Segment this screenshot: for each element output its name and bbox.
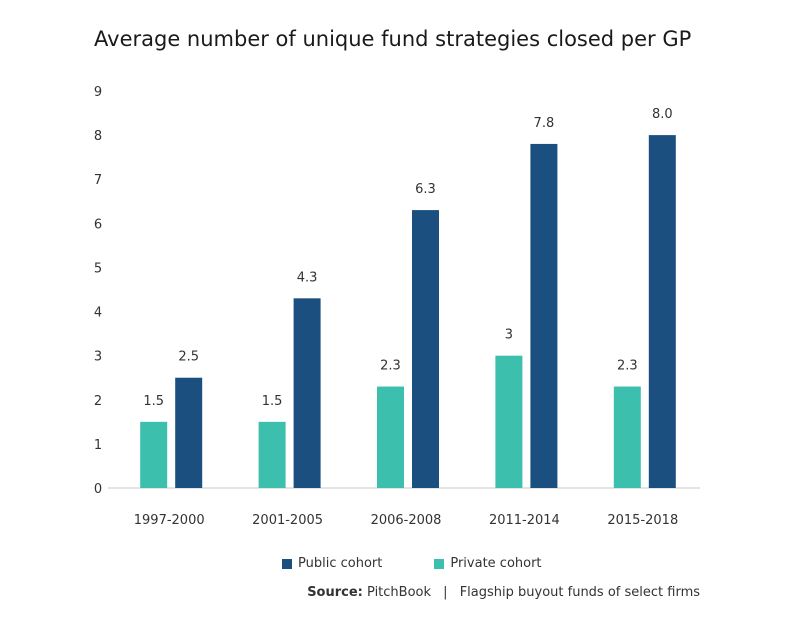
bars-group: [140, 135, 676, 488]
bar-private-2001-2005: [258, 421, 286, 488]
x-tick-label: 2001-2005: [252, 513, 323, 528]
legend-item-private: Private cohort: [434, 556, 542, 571]
x-tick-label: 2011-2014: [489, 513, 560, 528]
data-label-public-2015-2018: 8.0: [652, 107, 673, 122]
y-tick-label: 4: [94, 306, 102, 321]
bar-public-2006-2008: [412, 210, 439, 488]
data-label-public-2006-2008: 6.3: [415, 182, 436, 197]
source-note: Flagship buyout funds of select firms: [459, 585, 700, 600]
source-name: PitchBook: [367, 585, 432, 600]
data-label-public-2001-2005: 4.3: [297, 270, 318, 285]
y-tick-label: 1: [94, 438, 102, 453]
legend-swatch-public: [282, 558, 292, 569]
y-tick-label: 8: [94, 129, 102, 144]
bar-private-2011-2014: [495, 355, 523, 488]
x-axis-ticks: 1997-2000 2001-2005 2006-2008 2011-2014 2015…: [134, 513, 678, 528]
y-tick-label: 5: [94, 261, 102, 276]
data-label-private-2006-2008: 2.3: [380, 359, 401, 374]
x-tick-label: 2015-2018: [607, 513, 678, 528]
source-label: Source:: [307, 585, 363, 600]
bar-public-2001-2005: [293, 298, 321, 488]
bar-private-2015-2018: [613, 386, 641, 488]
data-label-private-2015-2018: 2.3: [617, 359, 638, 374]
x-tick-label: 2006-2008: [371, 513, 442, 528]
bar-public-2011-2014: [530, 143, 558, 488]
y-tick-label: 6: [94, 217, 102, 232]
data-label-private-2011-2014: 3: [505, 328, 513, 343]
chart-title: Average number of unique fund strategies…: [94, 27, 692, 51]
legend-label-public: Public cohort: [298, 556, 383, 571]
legend-item-public: Public cohort: [282, 556, 382, 571]
y-tick-label: 3: [94, 350, 102, 365]
source-separator: |: [443, 585, 448, 600]
y-tick-label: 2: [94, 394, 102, 409]
data-label-private-2001-2005: 1.5: [262, 394, 283, 409]
bar-private-2006-2008: [377, 386, 404, 488]
value-labels-group: 1.5 2.5 1.5 4.3 2.3 6.3 3 7.8 2.3 8.0: [143, 107, 672, 409]
y-tick-label: 0: [94, 482, 102, 497]
y-tick-label: 7: [94, 173, 102, 188]
data-label-private-1997-2000: 1.5: [143, 394, 164, 409]
bar-public-2015-2018: [648, 135, 676, 488]
legend-label-private: Private cohort: [450, 556, 542, 571]
legend: Public cohort Private cohort: [282, 556, 594, 571]
y-tick-label: 9: [94, 85, 102, 100]
x-tick-label: 1997-2000: [134, 513, 205, 528]
legend-swatch-private: [434, 558, 445, 569]
bar-public-1997-2000: [175, 377, 203, 488]
data-label-public-1997-2000: 2.5: [178, 350, 199, 365]
y-axis-ticks: 0 1 2 3 4 5 6 7 8 9: [94, 85, 102, 497]
bar-private-1997-2000: [140, 421, 168, 488]
data-label-public-2011-2014: 7.8: [534, 116, 555, 131]
source-line: Source: PitchBook | Flagship buyout fund…: [307, 585, 700, 600]
